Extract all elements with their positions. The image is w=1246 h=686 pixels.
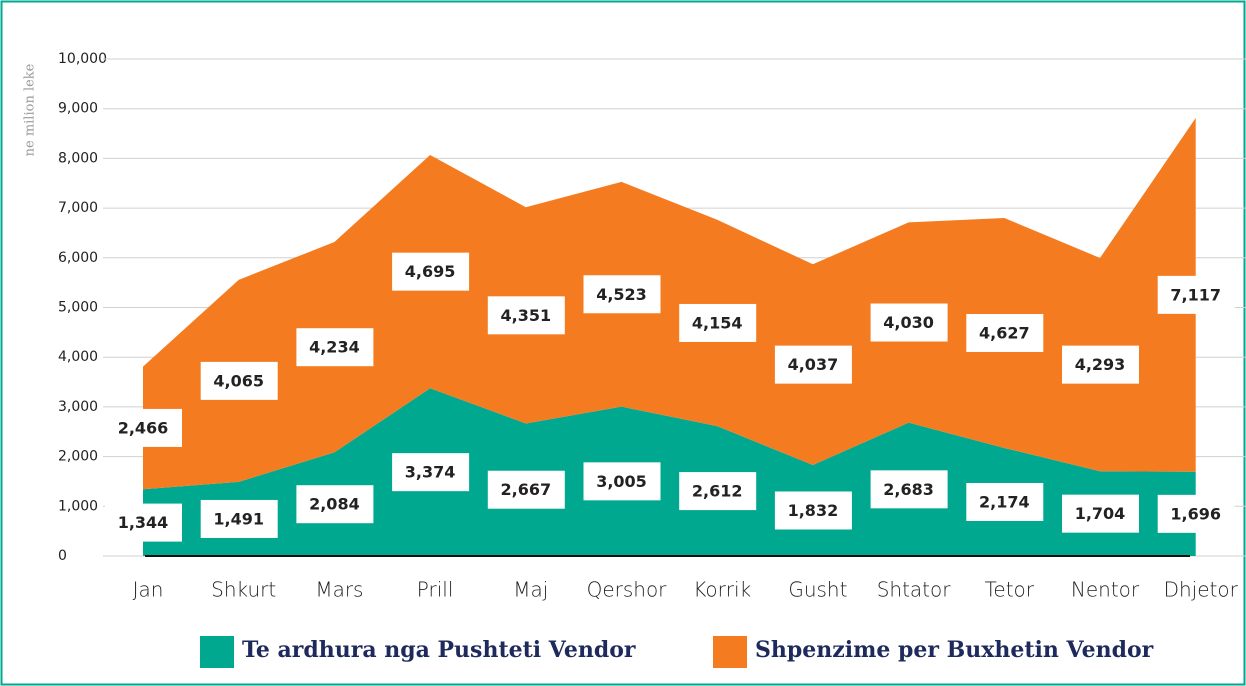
x-tick-label: Jan <box>133 578 164 602</box>
y-tick-label: 10,000 <box>58 51 107 67</box>
value-label-box <box>870 303 948 342</box>
value-label-box <box>392 252 470 291</box>
value-label-box <box>200 499 278 538</box>
y-tick-label: 7,000 <box>58 200 98 216</box>
x-tick-label: Korrik <box>693 578 751 602</box>
y-tick-label: 8,000 <box>58 150 98 166</box>
legend-label: Te ardhura nga Pushteti Vendor <box>242 637 636 663</box>
y-tick-label: 5,000 <box>58 300 98 316</box>
value-label: 1,491 <box>213 509 264 528</box>
value-label-box <box>1062 345 1139 384</box>
x-tick-label: Mars <box>315 578 363 602</box>
value-label: 1,704 <box>1075 504 1126 523</box>
value-label: 4,351 <box>500 306 551 325</box>
value-label-box <box>1157 275 1235 314</box>
y-tick-label: 1,000 <box>58 498 98 514</box>
y-tick-label: 6,000 <box>58 250 98 266</box>
legend-label: Shpenzime per Buxhetin Vendor <box>755 637 1154 663</box>
value-label-box <box>200 361 278 400</box>
x-tick-label: Shkurt <box>211 578 276 602</box>
value-label: 2,084 <box>309 495 360 514</box>
legend-swatch <box>713 636 747 668</box>
value-label: 2,174 <box>979 492 1030 511</box>
x-tick-label: Maj <box>513 578 548 602</box>
y-tick-label: 0 <box>58 548 67 564</box>
area <box>143 117 1196 490</box>
y-tick-label: 9,000 <box>58 101 98 117</box>
value-label: 4,037 <box>788 355 839 374</box>
value-label: 2,667 <box>500 480 551 499</box>
y-axis-label: ne milion leke <box>23 63 38 156</box>
x-tick-label: Qershor <box>587 578 668 602</box>
value-label: 4,627 <box>979 323 1030 342</box>
x-tick-label: Tetor <box>985 578 1035 602</box>
x-tick-label: Prill <box>417 578 454 602</box>
value-label: 2,466 <box>118 418 169 437</box>
value-label: 4,030 <box>883 313 934 332</box>
value-label-box <box>679 303 757 342</box>
y-tick-label: 3,000 <box>58 399 98 415</box>
value-label: 4,234 <box>309 338 360 357</box>
value-label-box <box>583 275 661 314</box>
value-label: 1,832 <box>788 501 839 520</box>
value-label: 4,695 <box>405 262 456 281</box>
value-label: 4,154 <box>692 313 743 332</box>
value-label: 2,612 <box>692 482 743 501</box>
value-label-box <box>487 296 565 335</box>
y-tick-label: 2,000 <box>58 449 98 465</box>
value-label: 1,344 <box>118 513 169 532</box>
value-label: 2,683 <box>883 480 934 499</box>
value-label: 4,293 <box>1075 355 1126 374</box>
value-label-box <box>870 470 948 509</box>
x-tick-label: Gusht <box>788 578 847 602</box>
value-label-box <box>966 482 1044 521</box>
area <box>143 388 1196 556</box>
legend-swatch <box>200 636 234 668</box>
value-label: 4,065 <box>213 371 264 390</box>
value-label-box <box>105 408 182 447</box>
value-label: 1,696 <box>1170 504 1221 523</box>
value-label-box <box>487 470 565 509</box>
value-label: 7,117 <box>1170 285 1221 304</box>
value-label-box <box>1157 494 1235 533</box>
value-label-box <box>774 345 852 384</box>
value-label-box <box>679 472 757 511</box>
value-label-box <box>774 491 852 530</box>
value-label: 3,374 <box>405 463 456 482</box>
x-tick-label: Dhjetor <box>1164 578 1239 602</box>
value-label-box <box>105 503 182 542</box>
value-label-box <box>296 328 374 367</box>
value-label: 4,523 <box>596 285 647 304</box>
value-label-box <box>1062 494 1139 533</box>
y-tick-label: 4,000 <box>58 349 98 365</box>
value-label-box <box>966 313 1044 352</box>
x-tick-label: Shtator <box>877 578 952 602</box>
value-label-box <box>296 485 374 524</box>
value-label-box <box>583 462 661 501</box>
value-label-box <box>392 453 470 492</box>
value-label: 3,005 <box>596 472 647 491</box>
x-tick-label: Nentor <box>1071 578 1140 602</box>
